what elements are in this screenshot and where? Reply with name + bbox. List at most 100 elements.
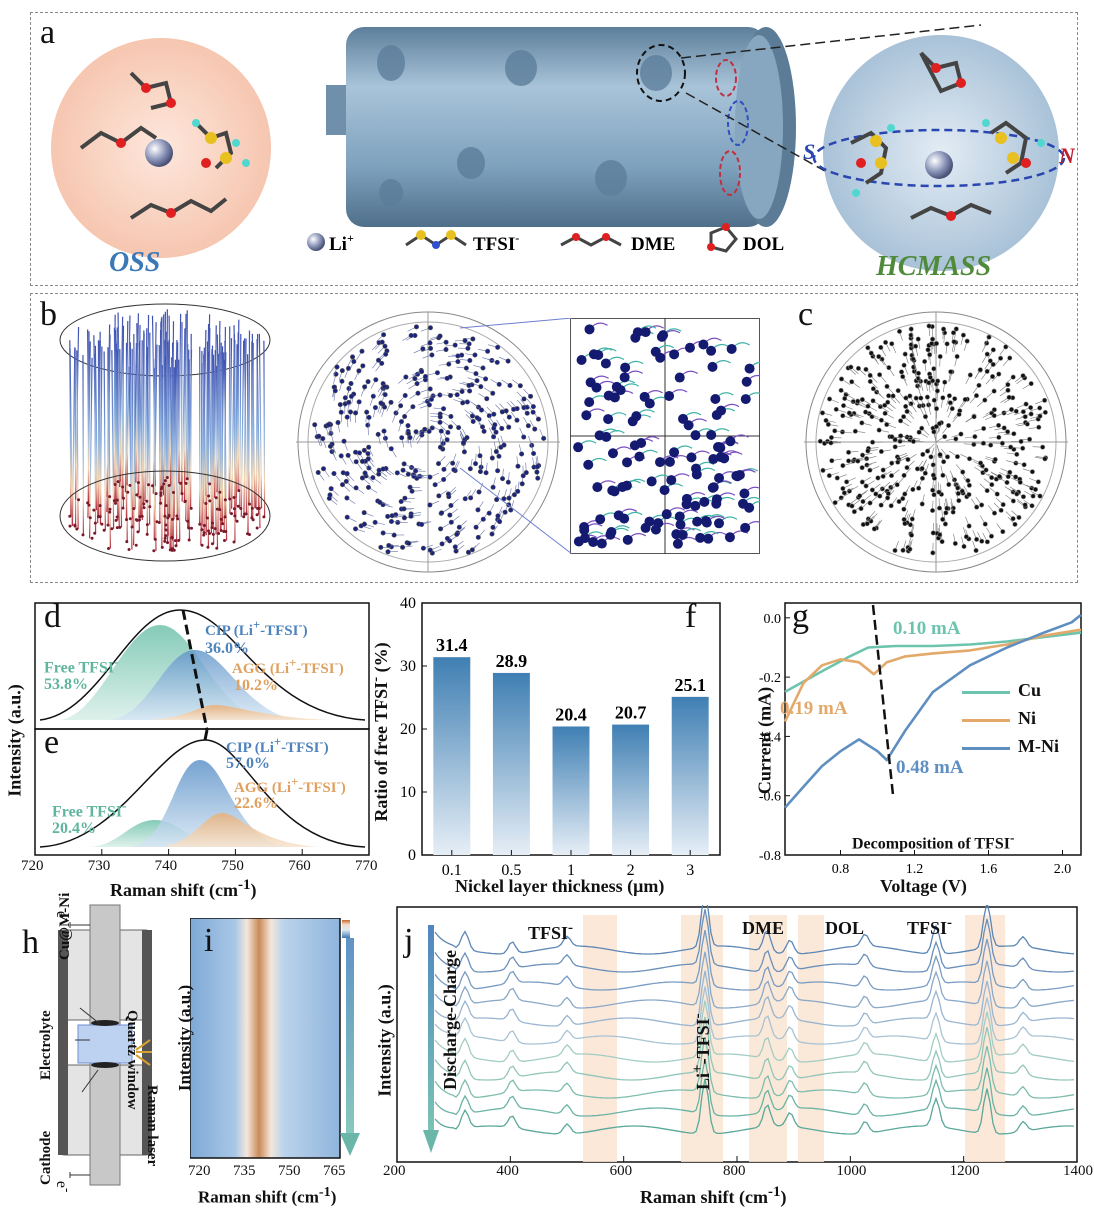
j-xtick: 600	[609, 1163, 633, 1179]
j-xtick: 800	[723, 1163, 746, 1179]
panel-j-letter: j	[404, 922, 414, 959]
oss-label: OSS	[109, 247, 160, 278]
panel-e-letter: e	[44, 724, 60, 761]
panel-f-letter: f	[685, 598, 697, 635]
spectrum-line	[434, 1000, 1075, 1063]
spectrum-line	[434, 1036, 1075, 1099]
panel-c-disk	[804, 311, 1068, 573]
panel-a-frame	[30, 12, 1078, 286]
bar-value-label: 20.4	[555, 704, 587, 724]
panel-a-letter: a	[40, 14, 56, 51]
spectrum-line	[434, 1078, 1075, 1135]
d-free-pct: 53.8%	[44, 676, 88, 693]
e-agg-pct: 22.6%	[234, 795, 278, 812]
line-ytick-label: -0.2	[759, 671, 781, 686]
hcmass-label: HCMASS	[875, 251, 991, 282]
e-cip-pct: 57.0%	[226, 755, 270, 772]
g-ann-ni: 0.19 mA	[780, 698, 848, 719]
j-xtick: 1200	[949, 1163, 980, 1179]
d-cip-label: CIP (Li+-TFSI-)	[205, 618, 308, 639]
line-xtick-label: 2.0	[1054, 862, 1072, 877]
bar-value-label: 20.7	[615, 703, 647, 723]
h-label-quartz: Quartz window	[124, 1010, 140, 1110]
h-label-electrolyte: Electrolyte	[38, 1010, 54, 1080]
legend-dme: DME	[631, 234, 675, 255]
legend-swatch	[962, 719, 1010, 722]
i-xtick: 720	[188, 1163, 211, 1179]
panel-de	[34, 602, 370, 856]
e-free-label: Free TFSI-	[52, 798, 127, 821]
j-arrow-label: Discharge-Charge	[440, 950, 460, 1090]
panel-i-letter: i	[204, 922, 214, 959]
panel-bc-frame	[30, 293, 1078, 583]
line-xtick-label: 1.2	[906, 862, 924, 877]
line-ytick-label: -0.6	[759, 790, 781, 805]
e-cip-label: CIP (Li+-TFSI-)	[226, 735, 329, 756]
line-ytick-label: 0.0	[764, 612, 782, 627]
panel-g-letter: g	[792, 598, 809, 635]
de-xtick: 730	[87, 858, 111, 874]
j-xtick: 400	[496, 1163, 519, 1179]
h-label-cu-mni: Cu@M-Ni	[57, 892, 73, 960]
g-xlabel: Voltage (V)	[880, 876, 967, 896]
g-ylabel: Current (mA)	[754, 686, 775, 795]
legend-tfsi: TFSI-	[473, 231, 519, 255]
de-xtick: 770	[355, 858, 378, 874]
g-decomp-label: Decomposition of TFSI-	[852, 830, 1015, 853]
zoom-connector	[459, 318, 573, 555]
pole-n-label: N	[1058, 143, 1075, 168]
bar-category-label: 1	[567, 862, 575, 879]
d-cip-pct: 36.0%	[205, 640, 249, 657]
g-ann-cu: 0.10 mA	[893, 618, 961, 639]
j-label-dol: DOL	[825, 918, 865, 938]
line-ytick-label: -0.8	[759, 849, 781, 864]
line-xtick-label: 0.8	[832, 862, 850, 877]
panel-b-zoom	[570, 318, 760, 554]
i-xtick: 765	[323, 1163, 346, 1179]
bar-value-label: 28.9	[496, 651, 528, 671]
bar	[612, 724, 650, 855]
j-xtick: 1000	[836, 1163, 867, 1179]
bar-category-label: 2	[627, 862, 635, 879]
panel-h-letter: h	[22, 924, 39, 961]
panel-i-heatmap	[190, 918, 360, 1159]
li-ion-icon	[145, 139, 173, 167]
j-label-tfsi-1: TFSI-	[528, 920, 574, 943]
panel-d-letter: d	[44, 598, 61, 635]
legend-dol: DOL	[743, 234, 784, 255]
bar-category-label: 0.1	[442, 862, 462, 879]
spectrum-line	[434, 1058, 1075, 1117]
panel-b-disk	[296, 311, 560, 573]
series-line-ni	[783, 628, 1082, 723]
spectrum-line	[434, 951, 1075, 1009]
bar	[552, 726, 590, 855]
legend-li-icon	[307, 233, 325, 251]
series-line-m-ni	[784, 613, 1082, 809]
h-label-cathode: Cathode	[38, 1130, 54, 1185]
g-ann-mni: 0.48 mA	[896, 757, 964, 778]
cylinder-icon	[326, 27, 796, 227]
panel-a-art: OSS S N HCMASS Li+ TFSI-	[51, 24, 1075, 282]
bar	[671, 696, 709, 855]
panel-c-letter: c	[798, 296, 814, 333]
bar-ytick-label: 30	[400, 658, 416, 675]
j-ylabel: Intensity (a.u.)	[374, 984, 395, 1097]
de-xtick: 720	[21, 858, 44, 874]
j-xtick: 200	[383, 1163, 406, 1179]
i-xlabel: Raman shift (cm-1)	[198, 1184, 337, 1207]
line-xtick-label: 1.6	[980, 862, 998, 877]
legend-swatch	[962, 691, 1010, 694]
i-xtick: 750	[278, 1163, 301, 1179]
bar-value-label: 25.1	[674, 675, 706, 695]
f-xlabel: Nickel layer thickness (μm)	[455, 876, 665, 896]
panel-h-cell-diagram	[58, 904, 152, 1186]
j-label-dme: DME	[742, 918, 784, 938]
panel-g-chart: 0.8 1.2 1.6 2.0 0.0 -0.2 -0.4 -0.6 -0.8	[759, 602, 1082, 877]
j-label-tfsi-2: TFSI-	[907, 915, 953, 938]
bar-value-label: 31.4	[436, 635, 468, 655]
spectrum-line	[434, 1016, 1075, 1081]
de-xtick: 750	[221, 858, 244, 874]
e-agg-label: AGG (Li+-TFSI-)	[234, 775, 346, 796]
line-ytick-label: -0.4	[759, 730, 781, 745]
